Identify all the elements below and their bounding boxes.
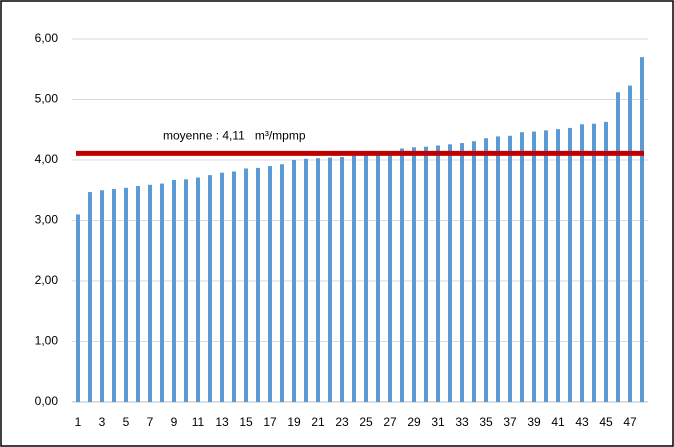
bar	[604, 121, 608, 402]
x-tick-label: 9	[171, 415, 178, 429]
bar	[256, 167, 260, 402]
bar	[592, 123, 596, 402]
y-tick-label: 1,00	[35, 334, 59, 348]
x-tick-label: 31	[431, 415, 445, 429]
x-tick-label: 11	[192, 415, 205, 429]
y-tick-label: 0,00	[35, 394, 59, 408]
x-tick-label: 47	[623, 415, 637, 429]
bar	[436, 145, 440, 403]
x-tick-label: 13	[215, 415, 229, 429]
x-tick-label: 19	[287, 415, 301, 429]
x-tick-label: 23	[335, 415, 349, 429]
x-tick-label: 17	[263, 415, 277, 429]
x-tick-label: 5	[123, 415, 130, 429]
bar	[640, 57, 644, 403]
y-tick-label: 2,00	[35, 273, 59, 287]
bar	[268, 166, 272, 402]
bar	[136, 186, 140, 402]
bar	[448, 144, 452, 402]
bar	[484, 138, 488, 402]
bar	[280, 164, 284, 402]
bar	[304, 158, 308, 402]
x-tick-label: 29	[407, 415, 421, 429]
bar	[544, 130, 548, 403]
x-tick-label: 35	[479, 415, 493, 429]
bar	[160, 183, 164, 402]
bar	[172, 179, 176, 402]
bar	[580, 124, 584, 403]
x-tick-label: 3	[99, 415, 106, 429]
bar	[412, 147, 416, 402]
y-tick-label: 4,00	[35, 152, 59, 166]
bar	[328, 157, 332, 402]
bar	[112, 189, 116, 402]
x-tick-label: 37	[503, 415, 517, 429]
x-tick-label: 39	[527, 415, 541, 429]
bar	[400, 148, 404, 402]
bar	[508, 135, 512, 403]
x-tick-label: 27	[383, 415, 397, 429]
bar	[616, 92, 620, 403]
bar	[184, 179, 188, 402]
x-tick-label: 41	[551, 415, 565, 429]
bar	[124, 187, 128, 402]
mean-label: moyenne : 4,11 m³/mpmp	[163, 129, 306, 143]
x-tick-label: 45	[599, 415, 613, 429]
bar	[388, 152, 392, 402]
bar	[88, 192, 92, 402]
bar	[352, 155, 356, 402]
x-tick-label: 21	[311, 415, 325, 429]
bar	[208, 175, 212, 402]
bar	[196, 177, 200, 402]
bar	[148, 184, 152, 402]
y-tick-label: 3,00	[35, 213, 59, 227]
y-tick-label: 6,00	[35, 31, 59, 45]
bar	[628, 85, 632, 403]
bar	[244, 168, 248, 402]
bar	[364, 154, 368, 402]
bar	[460, 143, 464, 402]
bar	[520, 132, 524, 403]
bar	[424, 146, 428, 402]
bar	[316, 158, 320, 402]
bar	[376, 153, 380, 402]
bar	[76, 214, 80, 402]
y-tick-label: 5,00	[35, 92, 59, 106]
bar	[556, 129, 560, 402]
bar	[100, 190, 104, 402]
x-tick-label: 7	[147, 415, 154, 429]
x-tick-label: 25	[359, 415, 373, 429]
bar	[220, 172, 224, 402]
bar	[292, 160, 296, 402]
bar	[232, 171, 236, 402]
bar	[496, 136, 500, 402]
bar	[472, 141, 476, 402]
x-tick-label: 43	[575, 415, 589, 429]
bar	[568, 127, 572, 402]
bar	[340, 156, 344, 402]
x-tick-label: 15	[239, 415, 253, 429]
bar	[532, 131, 536, 402]
x-tick-label: 33	[455, 415, 469, 429]
x-tick-label: 1	[75, 415, 82, 429]
